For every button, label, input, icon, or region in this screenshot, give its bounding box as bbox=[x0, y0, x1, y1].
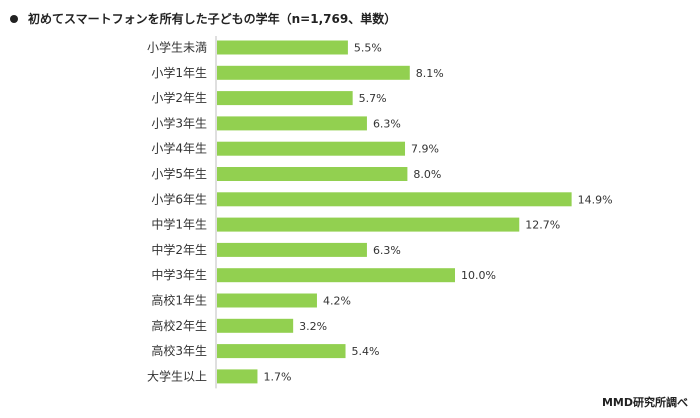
category-label: 高校1年生 bbox=[151, 293, 207, 308]
bar bbox=[217, 344, 346, 359]
category-label: 小学5年生 bbox=[151, 166, 207, 181]
bar bbox=[217, 141, 406, 156]
data-label: 10.0% bbox=[461, 269, 496, 282]
data-label: 4.2% bbox=[323, 295, 351, 308]
data-label: 8.0% bbox=[413, 168, 441, 181]
bullet-icon bbox=[10, 14, 18, 23]
data-label: 3.2% bbox=[299, 320, 327, 333]
bar bbox=[217, 65, 410, 80]
data-label: 7.9% bbox=[411, 143, 439, 156]
bar bbox=[217, 268, 455, 283]
category-label: 小学1年生 bbox=[151, 65, 207, 80]
data-label: 6.3% bbox=[373, 117, 401, 130]
data-label: 5.4% bbox=[352, 345, 380, 358]
bar bbox=[217, 116, 367, 131]
category-label: 中学2年生 bbox=[151, 242, 207, 257]
chart-title-row: 初めてスマートフォンを所有した子どもの学年（n=1,769、単数） bbox=[10, 10, 396, 27]
category-label: 小学4年生 bbox=[151, 141, 207, 156]
data-label: 12.7% bbox=[525, 219, 560, 232]
category-label: 小学6年生 bbox=[151, 191, 207, 206]
data-label: 8.1% bbox=[416, 67, 444, 80]
category-label: 小学生未満 bbox=[147, 40, 207, 55]
bar bbox=[217, 40, 348, 55]
data-label: 6.3% bbox=[373, 244, 401, 257]
bar bbox=[217, 318, 294, 333]
bar bbox=[217, 91, 353, 106]
category-label: 大学生以上 bbox=[147, 368, 207, 383]
data-label: 1.7% bbox=[263, 370, 291, 383]
data-label: 14.9% bbox=[578, 193, 613, 206]
bar bbox=[217, 167, 408, 181]
bar bbox=[217, 242, 367, 257]
category-label: 中学1年生 bbox=[151, 217, 207, 232]
bar bbox=[217, 293, 317, 308]
bar bbox=[217, 369, 258, 384]
source-credit: MMD研究所調べ bbox=[601, 396, 688, 409]
category-label: 小学3年生 bbox=[151, 115, 207, 130]
category-label: 高校3年生 bbox=[151, 343, 207, 358]
bar bbox=[217, 217, 520, 232]
category-label: 高校2年生 bbox=[151, 318, 207, 333]
data-label: 5.5% bbox=[354, 42, 382, 55]
bar bbox=[217, 192, 572, 207]
data-label: 5.7% bbox=[359, 92, 387, 105]
category-label: 中学3年生 bbox=[151, 267, 207, 282]
category-label: 小学2年生 bbox=[151, 90, 207, 105]
chart-title: 初めてスマートフォンを所有した子どもの学年（n=1,769、単数） bbox=[28, 12, 397, 26]
